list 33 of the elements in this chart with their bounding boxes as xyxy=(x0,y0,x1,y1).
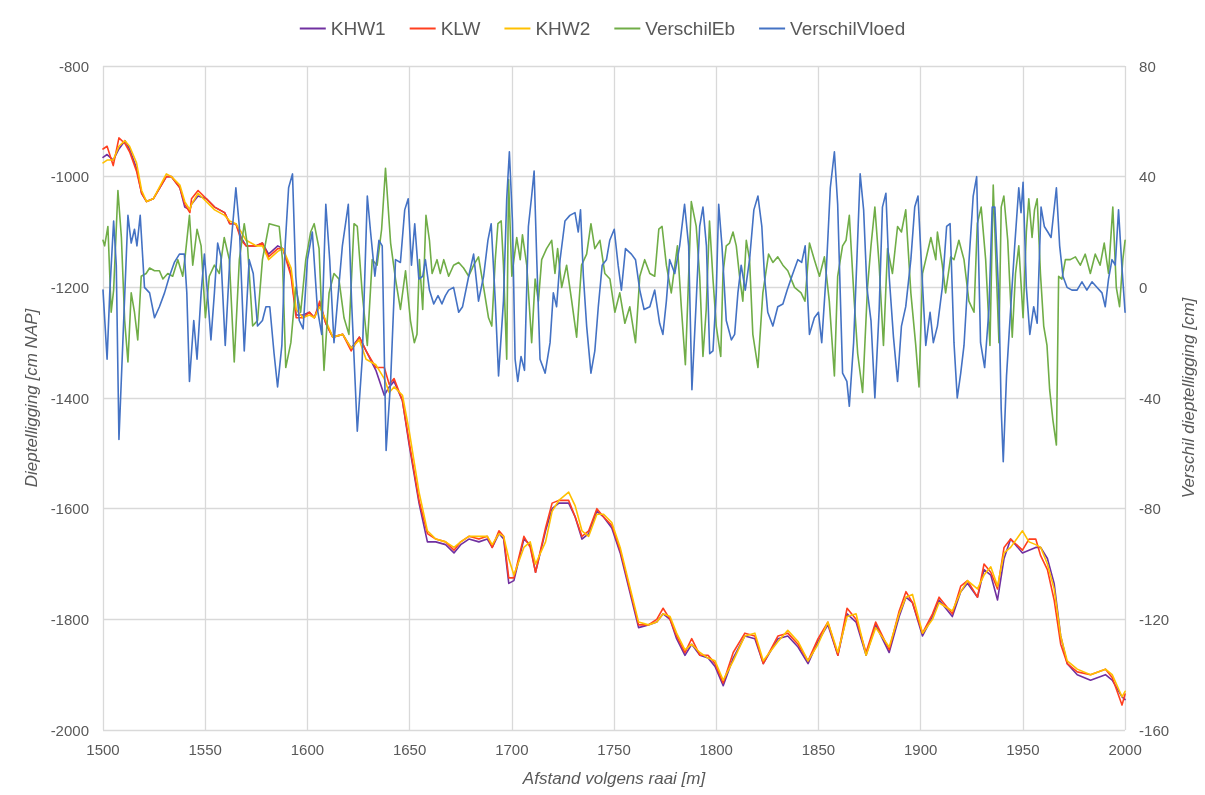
y-axis-title: Dieptelligging [cm NAP] xyxy=(21,307,41,488)
x-tick-label: 1800 xyxy=(699,741,733,758)
legend-label: KLW xyxy=(440,18,481,39)
x-tick-label: 2000 xyxy=(1108,741,1142,758)
x-tick-label: 1700 xyxy=(495,741,529,758)
y2-tick-label: 0 xyxy=(1139,278,1148,296)
y-tick-label: -2000 xyxy=(50,721,89,739)
y2-tick-label: -160 xyxy=(1139,721,1170,739)
legend-label: VerschilEb xyxy=(645,18,736,39)
x-tick-label: 1500 xyxy=(86,741,120,758)
y-tick-label: -1800 xyxy=(50,610,89,628)
legend-label: KHW1 xyxy=(330,18,386,39)
legend-label: KHW2 xyxy=(535,18,591,39)
y2-tick-label: 40 xyxy=(1139,168,1156,186)
x-tick-label: 1600 xyxy=(290,741,325,758)
y2-tick-label: -120 xyxy=(1139,610,1170,628)
y-tick-label: -1600 xyxy=(50,500,89,518)
x-axis-title: Afstand volgens raai [m] xyxy=(521,769,707,788)
y-tick-label: -1000 xyxy=(50,168,89,186)
y2-axis-title: Verschil dieptelligging [cm] xyxy=(1179,296,1198,499)
y-tick-label: -1200 xyxy=(50,278,89,296)
x-tick-label: 1900 xyxy=(903,741,938,758)
y2-tick-label: -80 xyxy=(1139,500,1161,518)
x-tick-label: 1550 xyxy=(188,741,222,758)
x-tick-label: 1750 xyxy=(597,741,631,758)
legend-label: VerschilVloed xyxy=(790,18,906,39)
x-tick-label: 1850 xyxy=(801,741,836,758)
y2-tick-label: -40 xyxy=(1139,389,1161,407)
x-tick-label: 1650 xyxy=(392,741,427,758)
y-tick-label: -1400 xyxy=(50,389,89,407)
y2-tick-label: 80 xyxy=(1139,57,1156,75)
y-tick-label: -800 xyxy=(58,57,89,75)
x-tick-label: 1950 xyxy=(1006,741,1040,758)
